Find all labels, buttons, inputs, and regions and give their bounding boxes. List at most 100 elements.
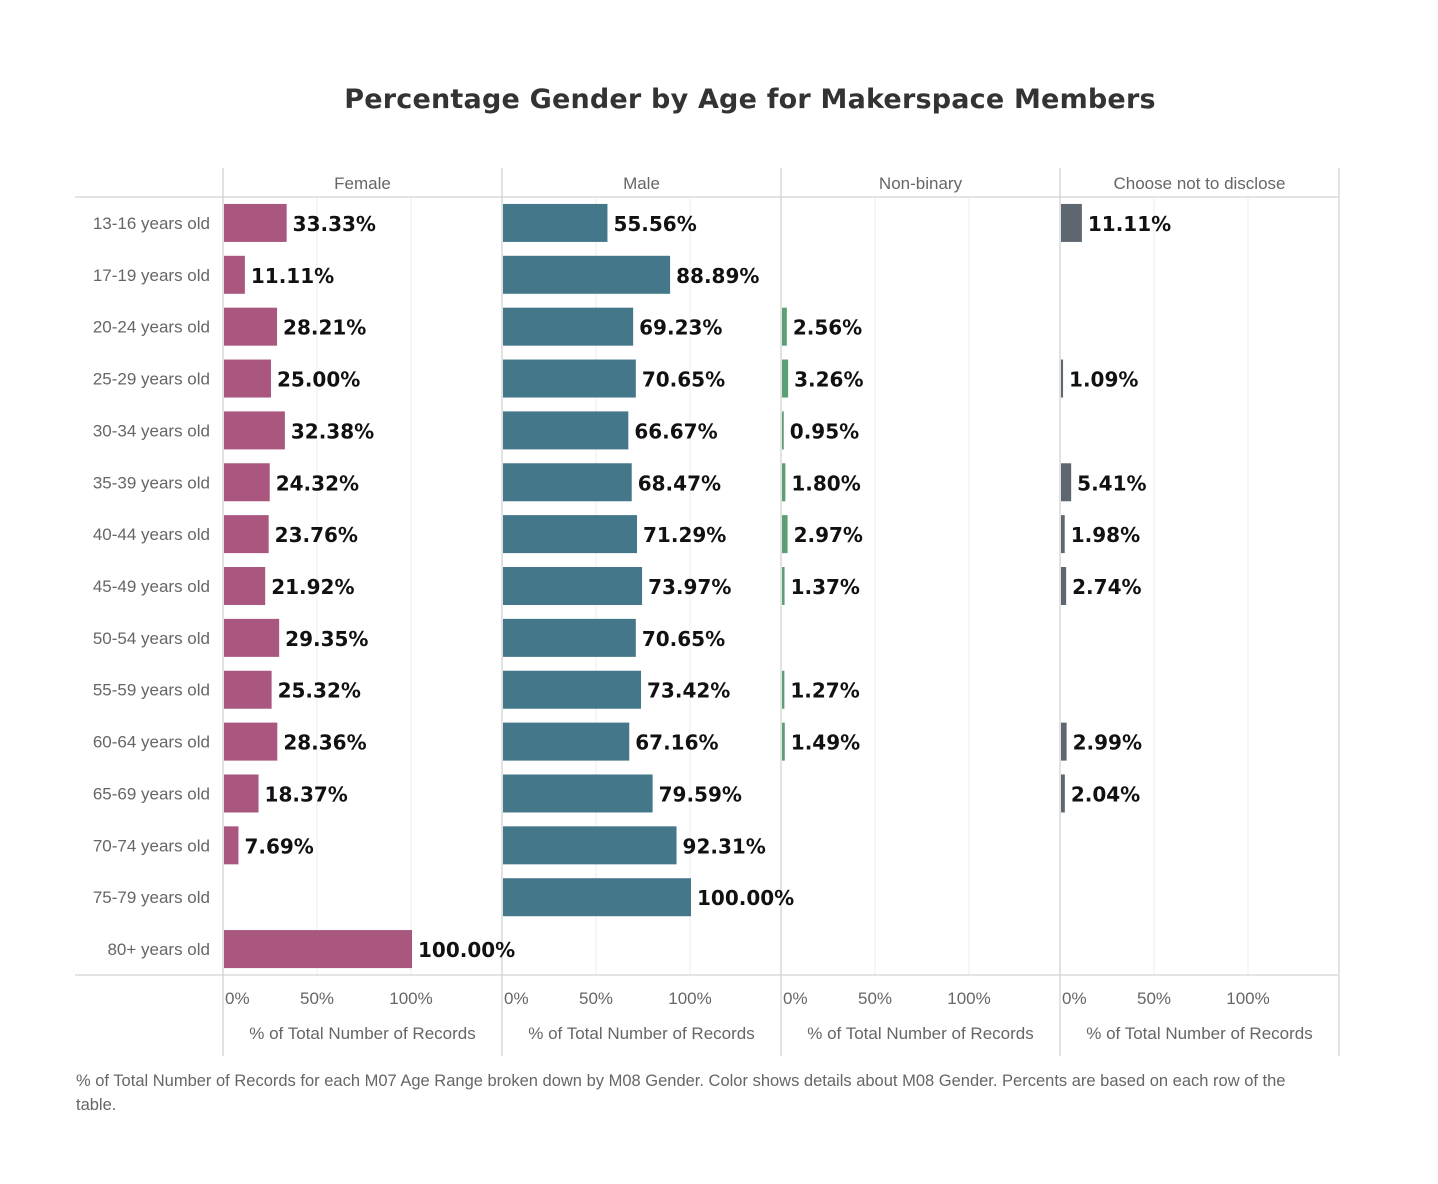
row-label-17-19-years-old: 17-19 years old — [93, 266, 210, 285]
data-label-male-30-34-years-old: 66.67% — [634, 419, 717, 443]
data-label-female-70-74-years-old: 7.69% — [244, 834, 313, 858]
data-label-non-binary-35-39-years-old: 1.80% — [791, 471, 860, 495]
row-label-30-34-years-old: 30-34 years old — [93, 421, 210, 440]
panel-header-female: Female — [334, 174, 391, 193]
bar-male-70-74-years-old — [503, 826, 677, 865]
chart-title: Percentage Gender by Age for Makerspace … — [344, 84, 1156, 115]
data-label-female-17-19-years-old: 11.11% — [251, 264, 334, 288]
tick-label-female-50: 50% — [300, 989, 334, 1008]
data-label-male-65-69-years-old: 79.59% — [659, 782, 742, 806]
bar-non-binary-40-44-years-old — [782, 515, 788, 554]
row-label-13-16-years-old: 13-16 years old — [93, 214, 210, 233]
data-label-female-40-44-years-old: 23.76% — [275, 523, 358, 547]
bar-female-45-49-years-old — [224, 567, 266, 606]
x-axis-title-choose-not-to-disclose: % of Total Number of Records — [1086, 1024, 1312, 1043]
data-label-female-55-59-years-old: 25.32% — [278, 679, 361, 703]
panel-header-non-binary: Non-binary — [879, 174, 963, 193]
bar-choose-not-to-disclose-25-29-years-old — [1061, 359, 1064, 398]
row-label-40-44-years-old: 40-44 years old — [93, 525, 210, 544]
x-axis-title-male: % of Total Number of Records — [528, 1024, 754, 1043]
data-label-female-20-24-years-old: 28.21% — [283, 316, 366, 340]
bar-non-binary-45-49-years-old — [782, 567, 785, 606]
tick-label-non-binary-100: 100% — [947, 989, 990, 1008]
row-label-70-74-years-old: 70-74 years old — [93, 836, 210, 855]
bar-male-75-79-years-old — [503, 878, 691, 917]
chart-footnote: % of Total Number of Records for each M0… — [76, 1072, 1286, 1114]
bar-female-20-24-years-old — [224, 307, 278, 346]
bar-male-30-34-years-old — [503, 411, 629, 450]
bar-male-55-59-years-old — [503, 670, 642, 709]
data-label-non-binary-30-34-years-old: 0.95% — [790, 419, 859, 443]
data-label-male-25-29-years-old: 70.65% — [642, 368, 725, 392]
panel-header-choose-not-to-disclose: Choose not to disclose — [1114, 174, 1286, 193]
bar-male-17-19-years-old — [503, 255, 671, 294]
bar-female-70-74-years-old — [224, 826, 239, 865]
bar-female-17-19-years-old — [224, 255, 245, 294]
bar-male-60-64-years-old — [503, 722, 630, 761]
x-axis-title-non-binary: % of Total Number of Records — [807, 1024, 1033, 1043]
bar-male-50-54-years-old — [503, 618, 636, 657]
bar-female-55-59-years-old — [224, 670, 272, 709]
bar-female-13-16-years-old — [224, 203, 287, 242]
bar-male-45-49-years-old — [503, 567, 643, 606]
data-label-male-45-49-years-old: 73.97% — [648, 575, 731, 599]
row-label-65-69-years-old: 65-69 years old — [93, 784, 210, 803]
bar-choose-not-to-disclose-60-64-years-old — [1061, 722, 1067, 761]
bar-non-binary-35-39-years-old — [782, 463, 786, 502]
data-label-female-13-16-years-old: 33.33% — [293, 212, 376, 236]
data-label-female-65-69-years-old: 18.37% — [265, 782, 348, 806]
tick-label-female-100: 100% — [389, 989, 432, 1008]
data-label-non-binary-25-29-years-old: 3.26% — [794, 368, 863, 392]
tick-label-male-0: 0% — [504, 989, 529, 1008]
bar-male-40-44-years-old — [503, 515, 638, 554]
bar-female-25-29-years-old — [224, 359, 271, 398]
data-label-female-30-34-years-old: 32.38% — [291, 419, 374, 443]
tick-label-male-100: 100% — [668, 989, 711, 1008]
data-label-non-binary-45-49-years-old: 1.37% — [791, 575, 860, 599]
panel-header-male: Male — [623, 174, 660, 193]
row-label-55-59-years-old: 55-59 years old — [93, 681, 210, 700]
bar-non-binary-25-29-years-old — [782, 359, 789, 398]
bar-non-binary-30-34-years-old — [782, 411, 784, 450]
tick-label-male-50: 50% — [579, 989, 613, 1008]
data-label-female-45-49-years-old: 21.92% — [271, 575, 354, 599]
data-label-choose-not-to-disclose-13-16-years-old: 11.11% — [1088, 212, 1171, 236]
bar-choose-not-to-disclose-40-44-years-old — [1061, 515, 1065, 554]
row-label-80-years-old: 80+ years old — [107, 940, 210, 959]
bar-choose-not-to-disclose-45-49-years-old — [1061, 567, 1067, 606]
data-label-female-60-64-years-old: 28.36% — [283, 731, 366, 755]
bar-choose-not-to-disclose-65-69-years-old — [1061, 774, 1065, 813]
data-label-male-50-54-years-old: 70.65% — [642, 627, 725, 651]
bar-non-binary-60-64-years-old — [782, 722, 785, 761]
data-label-choose-not-to-disclose-35-39-years-old: 5.41% — [1077, 471, 1146, 495]
tick-label-non-binary-50: 50% — [858, 989, 892, 1008]
data-label-choose-not-to-disclose-25-29-years-old: 1.09% — [1069, 368, 1138, 392]
bar-male-13-16-years-old — [503, 203, 608, 242]
bar-female-30-34-years-old — [224, 411, 285, 450]
data-label-choose-not-to-disclose-65-69-years-old: 2.04% — [1071, 782, 1140, 806]
data-label-male-55-59-years-old: 73.42% — [647, 679, 730, 703]
tick-label-choose-not-to-disclose-50: 50% — [1137, 989, 1171, 1008]
data-label-non-binary-55-59-years-old: 1.27% — [790, 679, 859, 703]
bar-female-50-54-years-old — [224, 618, 280, 657]
bar-female-35-39-years-old — [224, 463, 270, 502]
data-label-male-20-24-years-old: 69.23% — [639, 316, 722, 340]
bar-female-40-44-years-old — [224, 515, 269, 554]
bar-choose-not-to-disclose-13-16-years-old — [1061, 203, 1082, 242]
data-label-female-35-39-years-old: 24.32% — [276, 471, 359, 495]
data-label-male-35-39-years-old: 68.47% — [638, 471, 721, 495]
row-label-60-64-years-old: 60-64 years old — [93, 733, 210, 752]
data-label-choose-not-to-disclose-40-44-years-old: 1.98% — [1071, 523, 1140, 547]
data-label-male-75-79-years-old: 100.00% — [697, 886, 794, 910]
tick-label-choose-not-to-disclose-0: 0% — [1062, 989, 1087, 1008]
tick-label-female-0: 0% — [225, 989, 250, 1008]
data-label-non-binary-60-64-years-old: 1.49% — [791, 731, 860, 755]
bar-male-35-39-years-old — [503, 463, 632, 502]
bar-female-80-years-old — [224, 930, 412, 969]
bar-choose-not-to-disclose-35-39-years-old — [1061, 463, 1072, 502]
bar-male-25-29-years-old — [503, 359, 636, 398]
data-label-female-50-54-years-old: 29.35% — [285, 627, 368, 651]
data-label-male-13-16-years-old: 55.56% — [613, 212, 696, 236]
row-label-75-79-years-old: 75-79 years old — [93, 888, 210, 907]
